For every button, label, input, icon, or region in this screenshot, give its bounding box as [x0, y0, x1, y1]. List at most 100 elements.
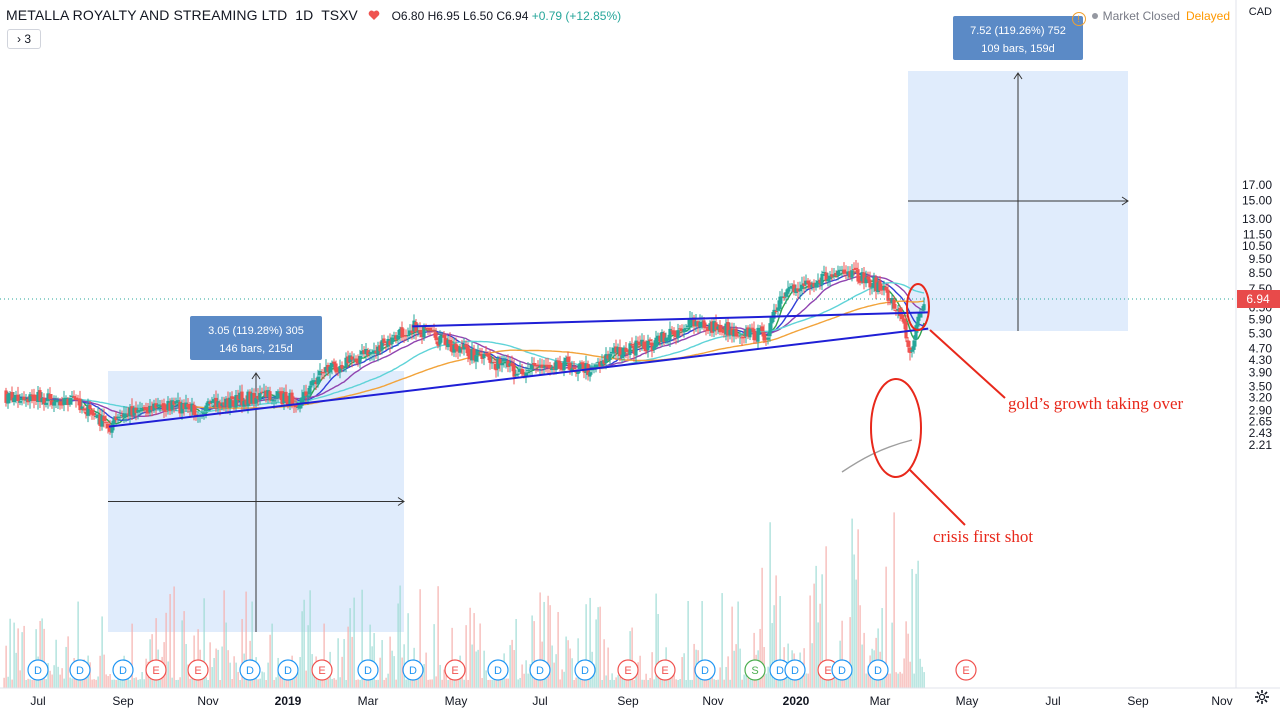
volume-bar	[203, 598, 205, 688]
event-marker	[187, 659, 209, 681]
delayed-label[interactable]: Delayed	[1185, 9, 1230, 23]
volume-bar	[619, 677, 621, 688]
volume-bar	[891, 622, 893, 688]
candle-body	[628, 343, 632, 355]
volume-bar	[41, 618, 43, 688]
candle-body	[624, 347, 628, 352]
volume-bar	[415, 672, 417, 688]
volume-bar	[345, 679, 347, 688]
candle-body	[672, 330, 676, 335]
candle-body	[766, 337, 770, 340]
candle-body	[250, 393, 254, 404]
candle-body	[580, 362, 584, 365]
volume-bar	[115, 679, 117, 688]
candle-body	[116, 416, 120, 419]
volume-bar	[333, 678, 335, 688]
volume-bar	[785, 673, 787, 688]
volume-bar	[683, 653, 685, 688]
volume-bar	[229, 662, 231, 688]
volume-bar	[513, 650, 515, 688]
candle-body	[306, 395, 310, 398]
event-marker-label: E	[962, 665, 969, 677]
heart-icon[interactable]	[368, 10, 380, 21]
candle-body	[182, 403, 186, 410]
last-price-tag	[1237, 290, 1280, 308]
candle-body	[288, 393, 292, 406]
candle-body	[218, 402, 222, 408]
annotations[interactable]: gold’s growth taking over crisis first sh…	[870, 283, 1184, 546]
volume-bar	[675, 679, 677, 688]
candle-body	[454, 343, 458, 350]
market-status-text: Market Closed	[1102, 9, 1180, 23]
close-value: C6.94	[496, 9, 529, 23]
exchange-label: TSXV	[321, 7, 358, 23]
volume-bar	[39, 620, 41, 688]
candle-body	[108, 427, 112, 432]
volume-bar	[165, 612, 167, 688]
volume-bar	[711, 676, 713, 688]
currency-label[interactable]: CAD	[1248, 6, 1272, 18]
indicators-toggle-button[interactable]: › 3	[7, 29, 41, 49]
volume-bar	[593, 664, 595, 688]
candle-body	[640, 339, 644, 345]
volume-bar	[749, 679, 751, 688]
volume-bar	[595, 619, 597, 688]
event-marker-label: E	[318, 665, 325, 677]
event-marker	[955, 659, 977, 681]
candle-body	[788, 286, 792, 289]
candle-body	[74, 397, 78, 400]
gear-icon[interactable]	[1254, 689, 1270, 705]
candle-body	[328, 366, 332, 373]
resistance-trendline	[412, 311, 929, 328]
volume-bar	[897, 673, 899, 688]
candle-body	[64, 397, 68, 400]
candle-body	[510, 363, 514, 367]
candle-body	[54, 401, 58, 403]
warning-icon[interactable]: !	[1071, 12, 1086, 26]
candle-body	[324, 366, 328, 373]
candle-body	[36, 391, 40, 402]
volume-bar	[917, 560, 919, 688]
volume-bar	[653, 679, 655, 688]
candle-body	[740, 337, 744, 339]
candle-body	[612, 347, 616, 354]
event-marker	[694, 659, 716, 681]
interval-label[interactable]: 1D	[295, 7, 314, 23]
volume-bar	[457, 679, 459, 688]
volume-bar	[23, 625, 25, 688]
measure-box-2[interactable]: 7.52 (119.26%) 752 109 bars, 159d	[908, 16, 1129, 331]
candle-body	[594, 364, 598, 370]
volume-bar	[301, 611, 303, 688]
candle-body	[548, 364, 552, 369]
event-marker	[27, 659, 49, 681]
volume-bar	[687, 600, 689, 688]
time-tick-label: Sep	[112, 694, 134, 708]
measure-arrow-right	[397, 497, 405, 506]
candle-body	[810, 284, 814, 288]
volume-bar	[221, 646, 223, 688]
candle-body	[386, 338, 390, 347]
volume-bar	[43, 628, 45, 688]
candle-body	[132, 407, 136, 416]
volume-bar	[631, 627, 633, 688]
open-value: O6.80	[391, 9, 425, 23]
volume-bar	[257, 679, 259, 688]
volume-bar	[217, 649, 219, 688]
candle-body	[462, 344, 466, 350]
candle-body	[544, 364, 548, 366]
price-axis[interactable]: 17.0015.0013.0011.5010.509.508.507.506.5…	[1235, 0, 1280, 688]
candle-body	[808, 282, 812, 288]
candle-body	[746, 327, 750, 337]
volume-bar	[527, 673, 529, 688]
time-axis[interactable]: Jul Sep Nov 2019 Mar May Jul Sep Nov 2020 Mar May Ju…	[0, 687, 1280, 708]
volume-bar	[427, 679, 429, 688]
volume-bar	[431, 679, 433, 688]
candle-body	[72, 396, 76, 398]
trendlines[interactable]	[108, 311, 929, 428]
volume-bar	[155, 618, 157, 688]
candle-body	[464, 344, 468, 348]
volume-bar	[225, 622, 227, 688]
candle-body	[528, 368, 532, 370]
